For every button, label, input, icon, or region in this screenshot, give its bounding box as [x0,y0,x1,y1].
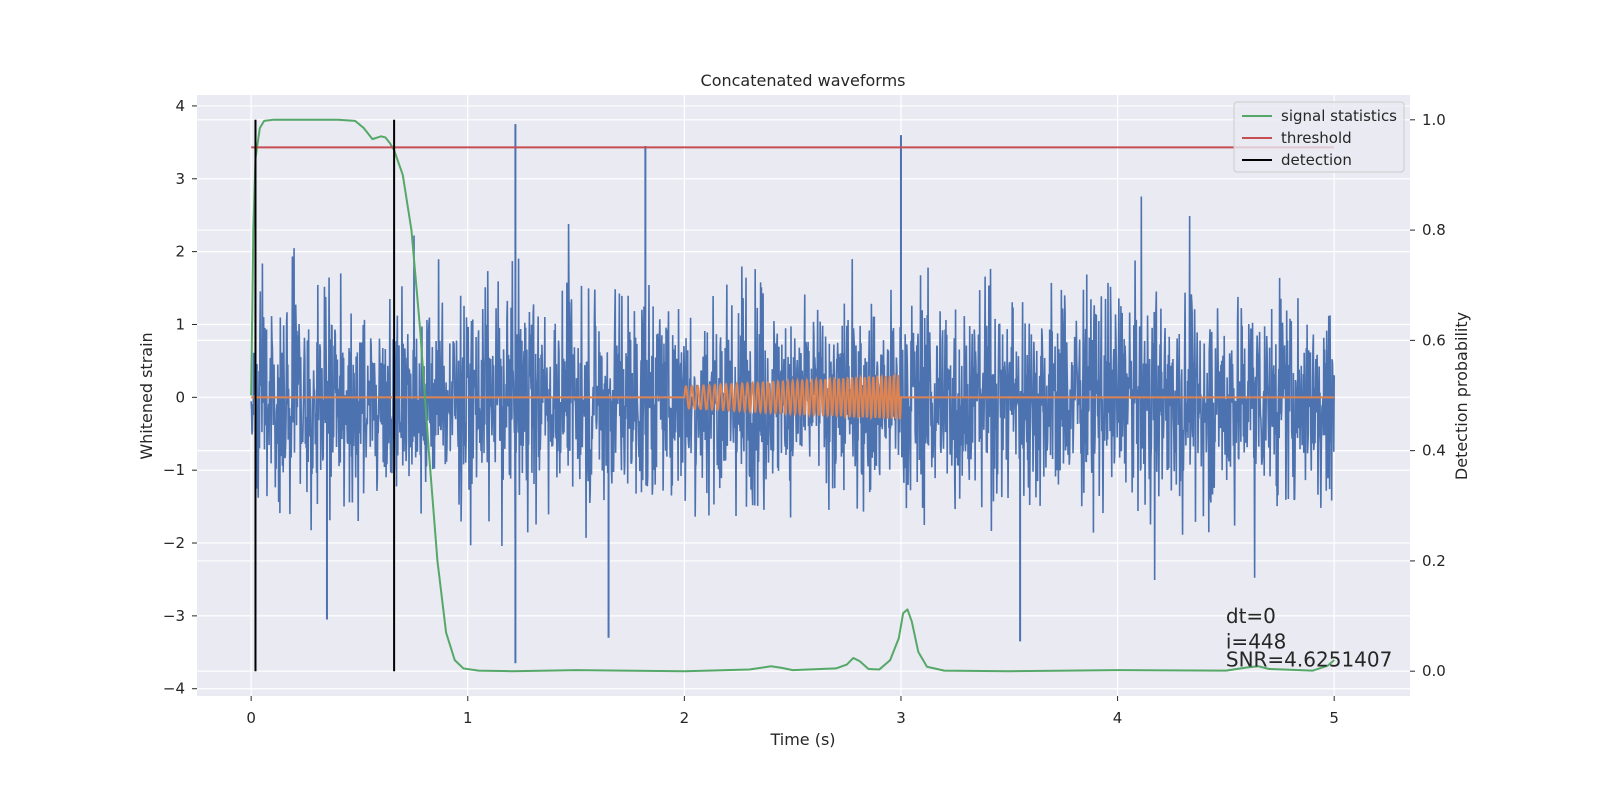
x-axis: 0 1 2 3 4 5 [246,696,1339,727]
annotation-text: i=448 [1226,629,1287,653]
y-tick-label-right: 0.6 [1422,331,1446,349]
y-axis-label-right: Detection probability [1452,312,1471,480]
legend-box [1233,101,1405,173]
y-tick-label-left: −2 [163,534,185,552]
x-tick-label: 0 [246,709,256,727]
y-tick-label-right: 0.0 [1422,662,1446,680]
x-tick-label: 3 [896,709,906,727]
x-tick-label: 1 [463,709,473,727]
series-signal-line [251,372,1335,421]
y-tick-label-right: 0.8 [1422,221,1446,239]
x-tick-label: 5 [1329,709,1339,727]
y-axis-label-left: Whitened strain [137,332,156,459]
y-tick-label-left: 1 [175,315,185,333]
annotation-text: dt=0 [1226,604,1276,628]
x-axis-label: Time (s) [769,730,835,749]
y-tick-label-right: 1.0 [1422,111,1446,129]
y-tick-label-left: −1 [163,461,185,479]
legend-label: threshold [1281,129,1352,147]
chart-title: Concatenated waveforms [701,71,906,90]
signal-statistics-line [250,118,1335,673]
legend: signal statistics threshold detection [1233,101,1405,173]
y-tick-label-left: 0 [175,388,185,406]
x-tick-label: 2 [680,709,690,727]
y-tick-label-left: −3 [163,607,185,625]
annotation-text: SNR=4.6251407 [1226,648,1392,672]
y-tick-label-left: 3 [175,170,185,188]
series-noise-line [250,196,1335,581]
left-axis: −4 −3 −2 −1 0 1 2 3 4 [163,97,197,698]
legend-label: detection [1281,151,1352,169]
x-tick-label: 4 [1113,709,1123,727]
y-tick-label-left: 2 [175,243,185,261]
legend-label: signal statistics [1281,107,1397,125]
y-tick-label-left: −4 [163,680,185,698]
y-tick-label-left: 4 [175,97,185,115]
right-axis: 0.0 0.2 0.4 0.6 0.8 1.0 [1410,111,1446,680]
y-tick-label-right: 0.4 [1422,442,1446,460]
y-tick-label-right: 0.2 [1422,552,1446,570]
